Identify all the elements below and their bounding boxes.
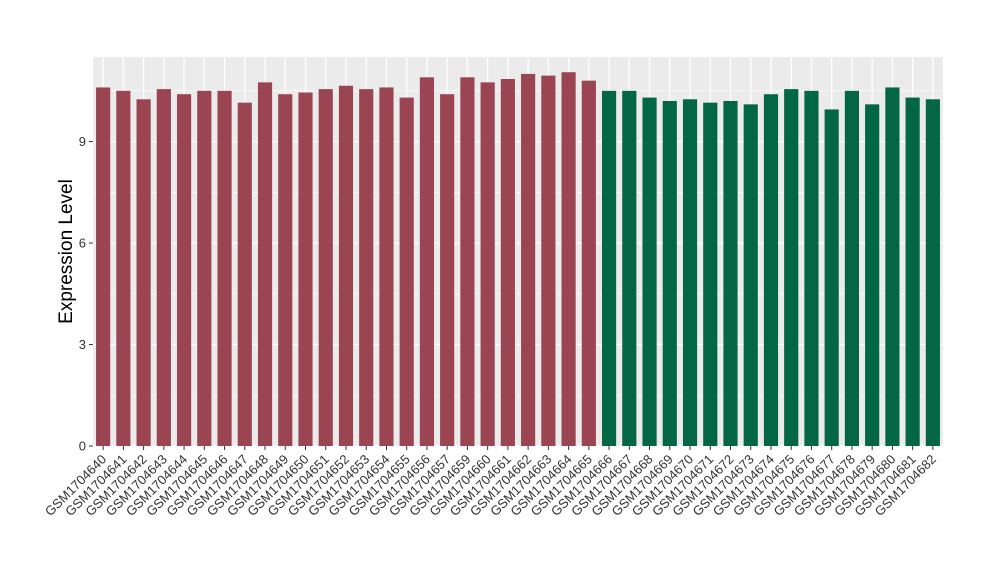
- bar-GSM1704678: [844, 90, 860, 447]
- bar-GSM1704669: [662, 100, 677, 447]
- bar-GSM1704670: [682, 99, 698, 447]
- bar-GSM1704672: [723, 100, 738, 447]
- bar-GSM1704679: [865, 104, 880, 447]
- bar-GSM1704646: [217, 90, 232, 447]
- bar-GSM1704677: [824, 109, 839, 447]
- bar-GSM1704680: [885, 87, 900, 446]
- bar-GSM1704655: [399, 97, 414, 446]
- bar-GSM1704675: [784, 89, 799, 447]
- bar-GSM1704666: [601, 90, 617, 447]
- bars: [96, 72, 940, 447]
- bar-GSM1704656: [419, 77, 435, 446]
- bar-GSM1704643: [156, 89, 171, 447]
- x-axis: GSM1704640GSM1704641GSM1704642GSM1704643…: [42, 446, 939, 519]
- bar-GSM1704664: [561, 72, 576, 446]
- bar-GSM1704651: [318, 89, 333, 447]
- bar-GSM1704647: [237, 102, 252, 446]
- bar-GSM1704642: [136, 99, 151, 447]
- bar-GSM1704644: [176, 94, 192, 447]
- bar-GSM1704659: [460, 77, 475, 446]
- bar-GSM1704665: [581, 80, 596, 447]
- bar-GSM1704640: [96, 87, 111, 446]
- y-tick-label: 6: [79, 236, 86, 251]
- bar-GSM1704653: [359, 89, 374, 447]
- bar-GSM1704667: [622, 90, 637, 447]
- y-axis: 0 3 6 9: [79, 134, 93, 454]
- bar-GSM1704648: [257, 82, 273, 446]
- bar-GSM1704657: [440, 94, 455, 447]
- bar-GSM1704682: [925, 99, 940, 447]
- bar-GSM1704674: [763, 94, 779, 447]
- bar-GSM1704673: [743, 104, 758, 447]
- bar-GSM1704652: [338, 85, 354, 447]
- bar-GSM1704676: [804, 90, 819, 447]
- bar-GSM1704645: [197, 90, 212, 447]
- y-tick-label: 9: [79, 134, 86, 149]
- bar-GSM1704663: [541, 75, 556, 447]
- bar-GSM1704671: [703, 102, 718, 446]
- y-tick-label: 0: [79, 439, 86, 454]
- bar-GSM1704641: [116, 90, 131, 447]
- y-axis-title: Expression Level: [56, 179, 77, 324]
- plot-panel: [93, 57, 943, 446]
- bar-GSM1704660: [480, 82, 495, 446]
- bar-GSM1704661: [500, 78, 515, 447]
- bar-GSM1704649: [278, 94, 293, 447]
- bar-GSM1704668: [642, 97, 657, 446]
- bar-GSM1704654: [379, 87, 394, 446]
- bar-GSM1704681: [905, 97, 920, 446]
- bar-GSM1704662: [521, 73, 536, 447]
- bar-GSM1704650: [298, 92, 313, 446]
- y-tick-label: 3: [79, 337, 86, 352]
